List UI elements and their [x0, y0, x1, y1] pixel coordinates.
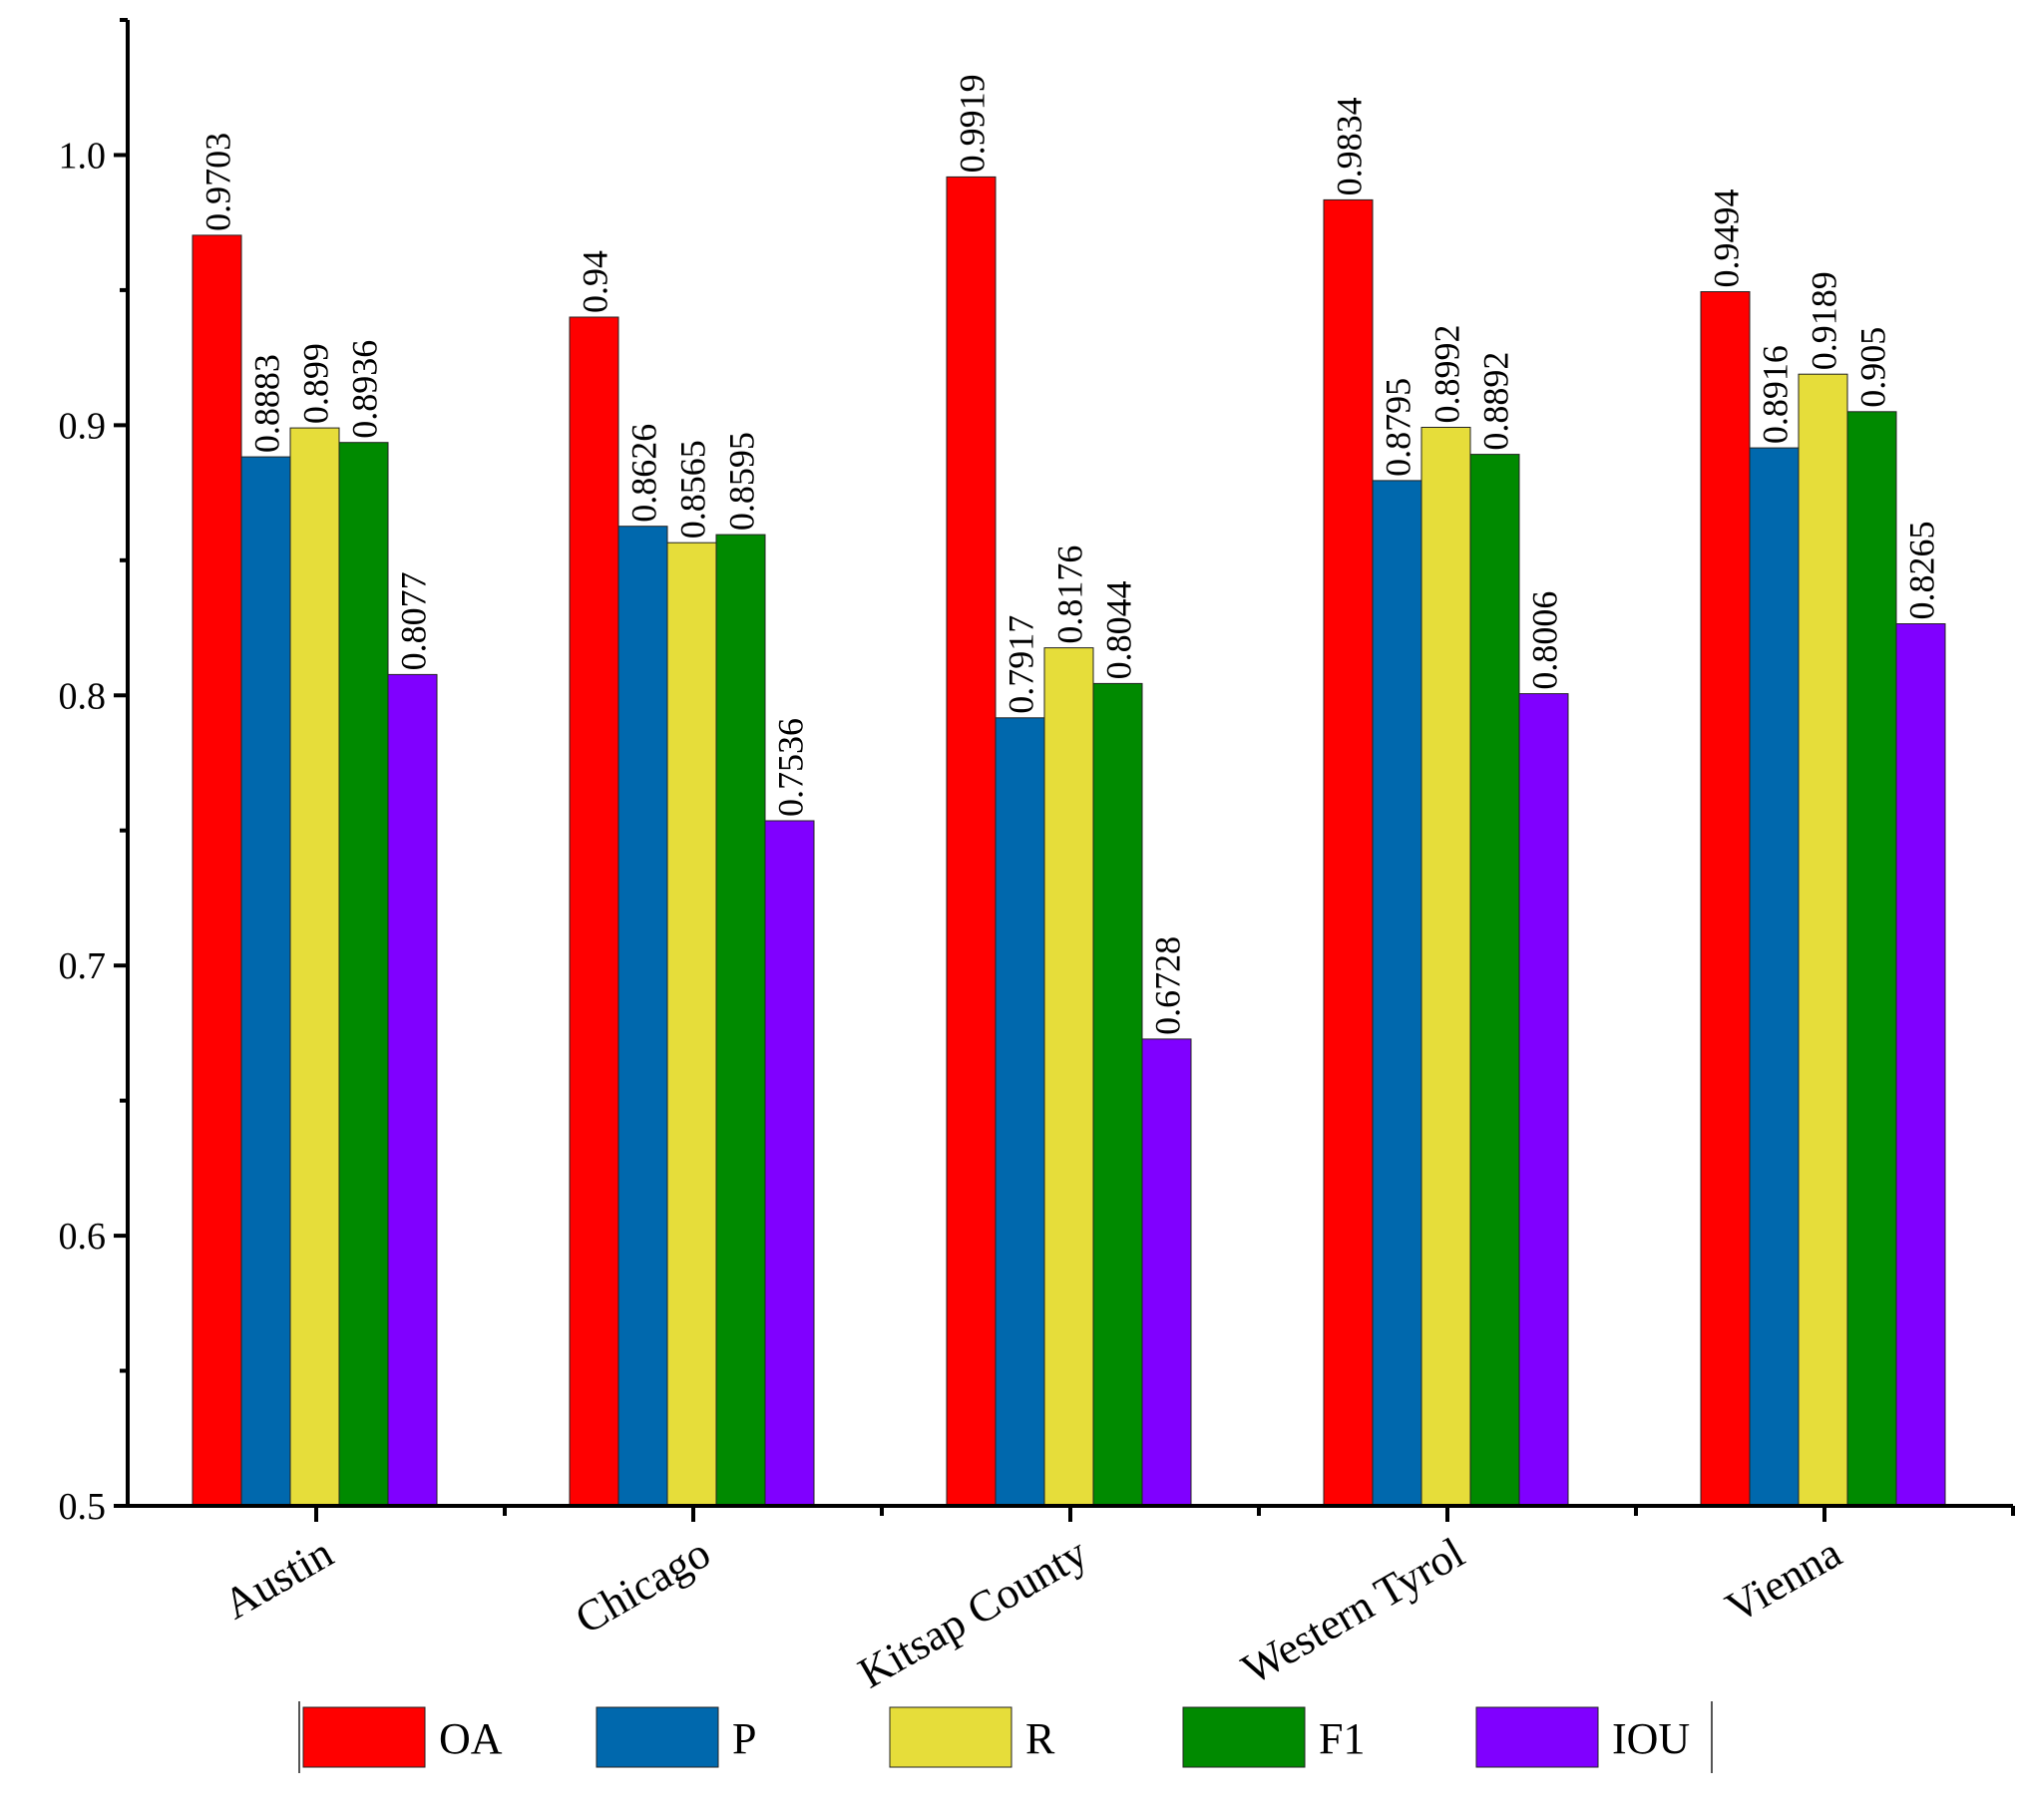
- legend-label-iou: IOU: [1612, 1714, 1690, 1763]
- bar-chicago-oa: [569, 316, 619, 1507]
- bar-western-tyrol-f1: [1469, 454, 1520, 1507]
- legend-swatch-f1: [1182, 1706, 1306, 1768]
- data-label-austin-iou: 0.8077: [394, 571, 434, 670]
- bar-kitsap-county-oa: [946, 176, 997, 1507]
- bar-kitsap-county-p: [995, 717, 1045, 1507]
- data-label-western-tyrol-oa: 0.9834: [1330, 97, 1370, 195]
- data-label-chicago-f1: 0.8595: [722, 432, 762, 531]
- y-tick-label: 0.9: [59, 405, 107, 447]
- legend-swatch-iou: [1475, 1706, 1599, 1768]
- y-tick-label: 0.7: [59, 945, 107, 987]
- data-label-chicago-r: 0.8565: [673, 440, 713, 539]
- bar-austin-p: [240, 456, 291, 1507]
- data-label-kitsap-county-oa: 0.9919: [953, 74, 993, 173]
- data-label-kitsap-county-p: 0.7917: [1002, 615, 1041, 714]
- bar-austin-iou: [387, 673, 438, 1507]
- bar-austin-f1: [338, 442, 389, 1507]
- bar-chicago-f1: [715, 534, 766, 1507]
- bar-western-tyrol-oa: [1323, 198, 1374, 1507]
- y-tick-label: 1.0: [59, 135, 107, 177]
- legend-swatch-oa: [302, 1706, 426, 1768]
- data-label-western-tyrol-iou: 0.8006: [1525, 591, 1565, 690]
- data-label-vienna-r: 0.9189: [1805, 271, 1844, 370]
- bar-chicago-p: [617, 526, 668, 1507]
- legend-label-f1: F1: [1319, 1714, 1365, 1763]
- bar-vienna-f1: [1846, 411, 1897, 1507]
- data-label-vienna-iou: 0.8265: [1902, 522, 1942, 620]
- y-tick-label: 0.5: [59, 1486, 107, 1528]
- data-label-chicago-oa: 0.94: [576, 250, 615, 313]
- data-label-western-tyrol-p: 0.8795: [1379, 378, 1418, 477]
- data-label-vienna-f1: 0.905: [1853, 327, 1893, 408]
- data-label-chicago-p: 0.8626: [624, 424, 664, 523]
- x-tick-label-chicago: Chicago: [568, 1528, 718, 1643]
- y-tick-label: 0.6: [59, 1216, 107, 1258]
- data-label-vienna-oa: 0.9494: [1707, 189, 1747, 288]
- legend-label-r: R: [1025, 1714, 1055, 1763]
- bar-kitsap-county-f1: [1092, 682, 1143, 1507]
- data-label-austin-p: 0.8883: [247, 354, 287, 453]
- x-tick-label-kitsap-county: Kitsap County: [850, 1528, 1095, 1697]
- bar-western-tyrol-p: [1372, 480, 1422, 1507]
- data-label-austin-r: 0.899: [296, 343, 336, 424]
- data-label-austin-f1: 0.8936: [345, 340, 385, 439]
- data-label-vienna-p: 0.8916: [1756, 345, 1796, 444]
- x-tick-label-austin: Austin: [215, 1528, 341, 1629]
- bar-western-tyrol-r: [1420, 427, 1471, 1507]
- legend-swatch-p: [596, 1706, 719, 1768]
- x-tick-label-vienna: Vienna: [1718, 1528, 1849, 1633]
- x-tick-label-western-tyrol: Western Tyrol: [1234, 1528, 1472, 1693]
- data-label-kitsap-county-iou: 0.6728: [1148, 936, 1188, 1035]
- data-label-chicago-iou: 0.7536: [771, 718, 811, 817]
- bar-austin-r: [289, 427, 340, 1507]
- bar-chicago-iou: [764, 820, 815, 1507]
- data-label-western-tyrol-r: 0.8992: [1427, 325, 1467, 424]
- bar-vienna-p: [1749, 447, 1800, 1507]
- bar-vienna-oa: [1700, 291, 1751, 1507]
- legend-label-p: P: [732, 1714, 756, 1763]
- data-label-kitsap-county-f1: 0.8044: [1099, 580, 1139, 679]
- bar-vienna-iou: [1895, 623, 1946, 1507]
- bar-austin-oa: [192, 234, 242, 1507]
- bar-kitsap-county-iou: [1141, 1038, 1192, 1507]
- data-label-austin-oa: 0.9703: [199, 133, 238, 231]
- legend-swatch-r: [889, 1706, 1012, 1768]
- bars-layer: [192, 176, 1946, 1507]
- data-label-kitsap-county-r: 0.8176: [1050, 546, 1090, 644]
- legend: OA P R F1 IOU: [298, 1701, 1713, 1773]
- data-label-western-tyrol-f1: 0.8892: [1476, 352, 1516, 451]
- legend-label-oa: OA: [439, 1714, 503, 1763]
- bar-vienna-r: [1798, 373, 1848, 1507]
- y-tick-label: 0.8: [59, 675, 107, 717]
- bar-kitsap-county-r: [1043, 647, 1094, 1507]
- bar-western-tyrol-iou: [1518, 693, 1569, 1507]
- bar-chicago-r: [666, 542, 717, 1507]
